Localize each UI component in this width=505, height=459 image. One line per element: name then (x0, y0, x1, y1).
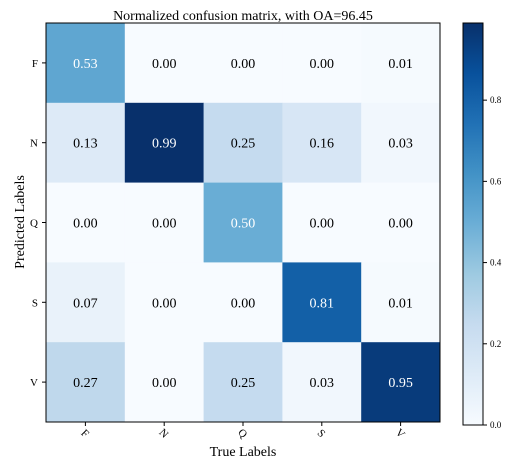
heatmap-cell (282, 342, 362, 423)
colorbar-tick-label: 0.4 (490, 258, 502, 268)
chart-title: Normalized confusion matrix, with OA=96.… (113, 9, 373, 24)
cell-value-label: 0.07 (73, 296, 98, 311)
y-axis-label: Predicted Labels (13, 175, 28, 269)
cell-value-label: 0.25 (231, 376, 256, 391)
heatmap-cell (46, 262, 126, 343)
cell-value-label: 0.00 (310, 57, 335, 72)
x-tick-label: Q (235, 427, 249, 441)
heatmap-cell (124, 23, 204, 104)
cell-value-label: 0.95 (388, 376, 413, 391)
cell-value-label: 0.03 (310, 376, 335, 391)
heatmap-cell (361, 262, 441, 343)
cell-value-label: 0.00 (152, 296, 177, 311)
cell-value-label: 0.25 (231, 137, 256, 152)
x-tick-label: S (315, 427, 328, 440)
cell-value-label: 0.13 (73, 137, 98, 152)
cell-value-label: 0.00 (152, 376, 177, 391)
cell-value-label: 0.01 (388, 296, 413, 311)
cell-value-label: 0.01 (388, 57, 413, 72)
colorbar-tick-label: 0.0 (490, 420, 502, 430)
heatmap-cell (46, 182, 126, 263)
cell-value-label: 0.99 (152, 137, 177, 152)
heatmap-cell (46, 342, 126, 423)
x-tick-label: F (78, 427, 91, 440)
heatmap-cell (46, 23, 126, 104)
x-tick-label: V (393, 427, 407, 441)
heatmap-cell (124, 342, 204, 423)
heatmap-cell (203, 23, 283, 104)
cell-value-label: 0.00 (231, 296, 256, 311)
heatmap-cells: 0.53 0.00 0.00 0.00 0.01 0.13 0.99 0.25 0.16 0.03… (46, 23, 441, 423)
heatmap-cell (282, 182, 362, 263)
colorbar-tick-label: 0.6 (490, 176, 502, 186)
y-tick-label: V (30, 377, 38, 389)
cell-value-label: 0.00 (152, 217, 177, 232)
colorbar (462, 22, 484, 426)
cell-value-label: 0.81 (310, 296, 335, 311)
cell-value-label: 0.00 (310, 217, 335, 232)
colorbar-ticks: 0.0 0.2 0.4 0.6 0.8 (483, 95, 502, 430)
y-tick-label: F (32, 58, 38, 70)
x-axis-label: True Labels (210, 445, 277, 459)
cell-value-label: 0.00 (152, 57, 177, 72)
heatmap-cell (282, 102, 362, 183)
cell-value-label: 0.03 (388, 137, 413, 152)
cell-value-label: 0.53 (73, 57, 98, 72)
colorbar-tick-label: 0.8 (490, 95, 502, 105)
cell-value-label: 0.16 (310, 137, 335, 152)
heatmap-cell (203, 102, 283, 183)
heatmap-cell (124, 182, 204, 263)
y-tick-label: S (32, 297, 38, 309)
heatmap-cell (361, 182, 441, 263)
cell-value-label: 0.00 (388, 217, 413, 232)
heatmap-cell (203, 342, 283, 423)
cell-value-label: 0.27 (73, 376, 98, 391)
heatmap-cell (203, 262, 283, 343)
cell-value-label: 0.00 (231, 57, 256, 72)
y-axis-ticks: F N Q S V (30, 58, 46, 389)
heatmap-cell (124, 262, 204, 343)
heatmap-cell (361, 342, 441, 423)
y-tick-label: Q (30, 218, 38, 230)
heatmap-cell (361, 102, 441, 183)
heatmap-cell (46, 102, 126, 183)
cell-value-label: 0.50 (231, 217, 256, 232)
heatmap-cell (124, 102, 204, 183)
heatmap-cell (282, 23, 362, 104)
heatmap-cell (361, 23, 441, 104)
colorbar-tick-label: 0.2 (490, 339, 501, 349)
cell-value-label: 0.00 (73, 217, 98, 232)
heatmap-cell (203, 182, 283, 263)
x-tick-label: N (156, 427, 170, 441)
heatmap-cell (282, 262, 362, 343)
y-tick-label: N (30, 138, 38, 150)
